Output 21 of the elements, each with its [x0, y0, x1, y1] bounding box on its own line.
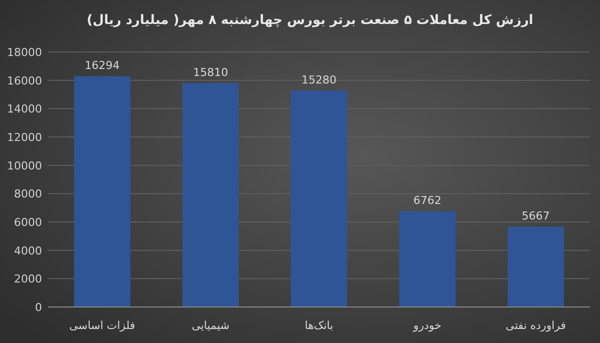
y-tick-label: 12000	[7, 131, 42, 144]
data-label: 16294	[84, 59, 120, 72]
y-tick-label: 14000	[7, 102, 42, 116]
x-tick-label: فلزات اساسی	[69, 319, 136, 332]
data-label: 15810	[193, 66, 228, 80]
data-label: 6762	[413, 194, 442, 208]
y-tick-label: 4000	[14, 244, 42, 258]
y-tick-label: 16000	[7, 74, 42, 88]
y-tick-label: 2000	[14, 272, 42, 286]
y-tick-label: 18000	[7, 46, 42, 59]
data-label: 5667	[522, 210, 550, 223]
y-tick-label: 10000	[7, 159, 42, 172]
x-tick-label: شیمیایی	[192, 319, 230, 332]
chart-title: ارزش کل معاملات ۵ صنعت برتر بورس چهارشنبه ۸ مهر( میلیارد ریال)	[86, 13, 534, 28]
y-tick-label: 8000	[14, 188, 42, 201]
y-tick-label: 6000	[14, 216, 42, 229]
y-tick-label: 0	[35, 301, 42, 314]
x-tick-label: خودرو	[412, 319, 442, 332]
data-label: 15280	[302, 74, 336, 87]
x-tick-label: فراورده نفتی	[506, 319, 566, 332]
x-tick-label: بانک‌ها	[304, 319, 334, 332]
